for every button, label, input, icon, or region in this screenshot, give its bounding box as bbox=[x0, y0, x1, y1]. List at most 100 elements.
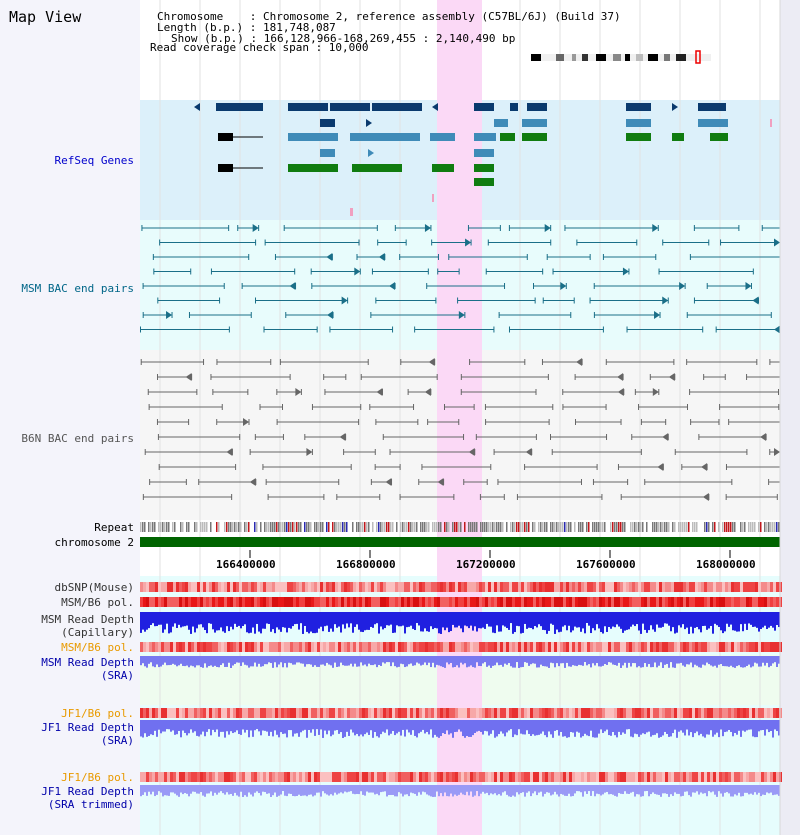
depth-bar bbox=[452, 785, 454, 797]
depth-bar bbox=[248, 656, 250, 668]
depth-bar bbox=[170, 656, 172, 665]
heat-cell bbox=[248, 642, 251, 652]
depth-bar bbox=[470, 656, 472, 666]
track-label-jf1-read-sra[interactable]: JF1 Read Depth bbox=[41, 721, 134, 734]
depth-bar bbox=[244, 720, 246, 733]
depth-bar bbox=[314, 720, 316, 736]
heat-cell bbox=[737, 708, 740, 718]
repeat-element bbox=[154, 522, 156, 532]
heat-cell bbox=[500, 642, 503, 652]
heat-cell bbox=[722, 772, 725, 782]
depth-bar bbox=[226, 612, 228, 627]
depth-bar bbox=[372, 612, 374, 628]
heat-cell bbox=[584, 772, 587, 782]
heat-cell bbox=[659, 582, 662, 592]
track-label-msm-read-capillary[interactable]: MSM Read Depth bbox=[41, 613, 134, 626]
depth-bar bbox=[436, 785, 438, 792]
track-label-dbsnp[interactable]: dbSNP(Mouse) bbox=[54, 581, 134, 594]
depth-bar bbox=[140, 785, 142, 797]
depth-bar bbox=[776, 612, 778, 626]
depth-bar bbox=[190, 785, 192, 794]
heat-cell bbox=[665, 772, 668, 782]
depth-bar bbox=[710, 720, 712, 731]
depth-bar bbox=[302, 612, 304, 634]
depth-bar bbox=[150, 785, 152, 795]
track-label-jf1-read-trimmed[interactable]: JF1 Read Depth bbox=[41, 785, 134, 798]
depth-bar bbox=[152, 656, 154, 667]
depth-bar bbox=[302, 720, 304, 731]
track-label-jf1-b6-pol[interactable]: JF1/B6 pol. bbox=[61, 707, 134, 720]
depth-bar bbox=[480, 785, 482, 794]
depth-bar bbox=[730, 656, 732, 666]
depth-bar bbox=[740, 720, 742, 737]
depth-bar bbox=[382, 785, 384, 792]
depth-bar bbox=[622, 656, 624, 666]
repeat-element bbox=[422, 522, 424, 532]
depth-bar bbox=[540, 612, 542, 627]
heat-cell bbox=[191, 772, 194, 782]
depth-bar bbox=[768, 612, 770, 628]
depth-bar bbox=[460, 785, 462, 793]
heat-cell bbox=[167, 642, 170, 652]
heat-cell bbox=[464, 642, 467, 652]
depth-bar bbox=[598, 612, 600, 629]
track-label-b6n-bac[interactable]: B6N BAC end pairs bbox=[21, 432, 134, 445]
track-label-msm-bac[interactable]: MSM BAC end pairs bbox=[21, 282, 134, 295]
heat-cell bbox=[293, 642, 296, 652]
repeat-element bbox=[342, 522, 344, 532]
depth-bar bbox=[448, 720, 450, 735]
heat-cell bbox=[566, 642, 569, 652]
track-label-msm-b6-pol-sra[interactable]: MSM/B6 pol. bbox=[61, 641, 134, 654]
track-label-refseq[interactable]: RefSeq Genes bbox=[54, 154, 134, 167]
depth-bar bbox=[210, 720, 212, 736]
depth-bar bbox=[318, 720, 320, 735]
depth-bar bbox=[178, 612, 180, 625]
heat-cell bbox=[542, 597, 545, 607]
heat-cell bbox=[524, 582, 527, 592]
heat-cell bbox=[395, 597, 398, 607]
heat-cell bbox=[506, 708, 509, 718]
depth-bar bbox=[524, 720, 526, 735]
gene-arrow bbox=[458, 311, 465, 319]
heat-cell bbox=[743, 642, 746, 652]
depth-bar bbox=[594, 612, 596, 631]
depth-bar bbox=[336, 612, 338, 628]
track-label-msm-b6-pol[interactable]: MSM/B6 pol. bbox=[61, 596, 134, 609]
track-label-msm-read-sra[interactable]: MSM Read Depth bbox=[41, 656, 134, 669]
heat-cell bbox=[707, 708, 710, 718]
depth-bar bbox=[292, 656, 294, 665]
depth-bar bbox=[144, 785, 146, 793]
gene-arrow bbox=[327, 311, 334, 319]
depth-bar bbox=[360, 656, 362, 663]
depth-bar bbox=[144, 656, 146, 667]
heat-cell bbox=[653, 708, 656, 718]
repeat-element bbox=[680, 522, 682, 532]
heat-cell bbox=[695, 708, 698, 718]
depth-bar bbox=[676, 656, 678, 664]
heat-cell bbox=[179, 582, 182, 592]
depth-bar bbox=[368, 720, 370, 735]
ideogram-band bbox=[572, 54, 576, 61]
gene-arrow bbox=[662, 433, 669, 441]
heat-cell bbox=[626, 708, 629, 718]
depth-bar bbox=[422, 612, 424, 632]
depth-bar bbox=[164, 612, 166, 630]
heat-cell bbox=[194, 642, 197, 652]
heat-cell bbox=[335, 772, 338, 782]
track-label-jf1-b6-pol-2[interactable]: JF1/B6 pol. bbox=[61, 771, 134, 784]
heat-cell bbox=[548, 772, 551, 782]
depth-bar bbox=[654, 720, 656, 735]
heat-cell bbox=[662, 642, 665, 652]
gene-arrow bbox=[289, 282, 296, 290]
depth-bar bbox=[282, 612, 284, 628]
repeat-element bbox=[296, 522, 298, 532]
heat-cell bbox=[377, 642, 380, 652]
heat-cell bbox=[704, 772, 707, 782]
repeat-element bbox=[568, 522, 570, 532]
depth-bar bbox=[166, 656, 168, 666]
depth-bar bbox=[642, 656, 644, 668]
heat-cell bbox=[338, 597, 341, 607]
depth-bar bbox=[340, 785, 342, 793]
heat-cell bbox=[314, 772, 317, 782]
